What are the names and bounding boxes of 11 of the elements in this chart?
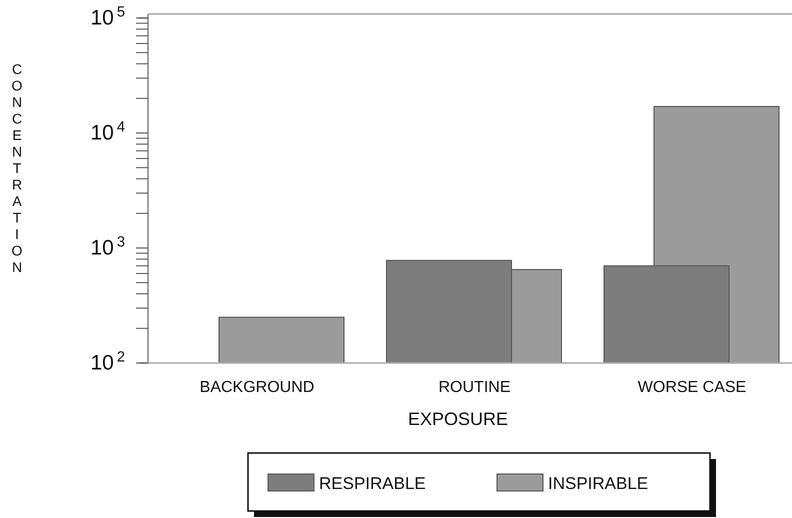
y-tick-label: 10$^{4}$ — [90, 120, 125, 145]
x-tick-label: BACKGROUND — [200, 379, 314, 396]
y-tick-label: 10$^{3}$ — [90, 234, 125, 260]
y-tick-label: 10$^{2}$ — [90, 350, 125, 375]
x-tick-label: WORSE CASE — [638, 379, 746, 396]
text: CONCENTRATION — [12, 61, 22, 275]
x-axis-title: EXPOSURE — [408, 409, 508, 429]
y-tick-label: 10$^{5}$ — [90, 4, 125, 30]
x-tick-label: ROUTINE — [438, 379, 510, 396]
legend-label: INSPIRABLE — [548, 474, 648, 493]
legend-label: RESPIRABLE — [319, 474, 426, 493]
